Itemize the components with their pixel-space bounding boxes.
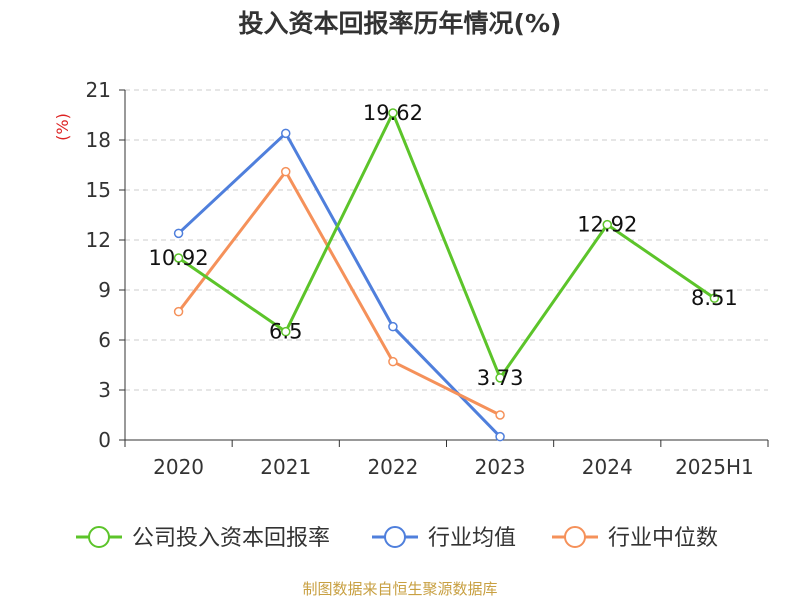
legend-layer: 公司投入资本回报率 行业均值 行业中位数 bbox=[76, 526, 718, 551]
legend-label: 行业中位数 bbox=[608, 526, 718, 551]
x-tick-label: 2021 bbox=[260, 455, 311, 479]
data-label: 8.51 bbox=[691, 286, 738, 310]
legend-item-0[interactable]: 公司投入资本回报率 bbox=[76, 526, 330, 551]
chart-title: 投入资本回报率历年情况(%) bbox=[238, 9, 562, 38]
source-note: 制图数据来自恒生聚源数据库 bbox=[302, 580, 498, 598]
data-point bbox=[709, 293, 720, 303]
legend-label: 公司投入资本回报率 bbox=[132, 526, 330, 551]
x-tick-label: 2022 bbox=[367, 455, 418, 479]
y-tick-label: 12 bbox=[86, 228, 111, 252]
data-label: 3.73 bbox=[477, 366, 524, 390]
series-layer bbox=[173, 108, 720, 442]
data-label: 6.5 bbox=[269, 320, 302, 344]
series-line-1 bbox=[177, 131, 502, 438]
y-tick-label: 9 bbox=[98, 278, 111, 302]
x-tick-label: 2024 bbox=[582, 455, 633, 479]
data-label: 12.92 bbox=[577, 213, 637, 237]
label-layer: 10.92 6.5 19.62 3.73 12.92 8.51 bbox=[149, 101, 738, 390]
data-point bbox=[602, 219, 612, 230]
y-tick-label: 15 bbox=[86, 178, 111, 202]
legend-label: 行业均值 bbox=[428, 526, 516, 551]
legend-swatch-marker bbox=[564, 526, 586, 548]
data-point bbox=[281, 166, 291, 177]
x-tick-label: 2020 bbox=[153, 455, 204, 479]
y-tick-label: 0 bbox=[98, 428, 111, 452]
data-point bbox=[173, 306, 184, 317]
series-line-0 bbox=[177, 111, 716, 380]
x-tick-label: 2023 bbox=[475, 455, 526, 479]
data-point bbox=[495, 373, 505, 383]
y-tick-label: 18 bbox=[86, 128, 111, 152]
data-point bbox=[388, 321, 398, 332]
legend-item-1[interactable]: 行业均值 bbox=[372, 526, 516, 551]
data-point bbox=[495, 431, 505, 442]
y-tick-label: 3 bbox=[98, 378, 111, 402]
grid-layer bbox=[125, 89, 768, 391]
data-label: 19.62 bbox=[363, 101, 423, 125]
data-point bbox=[388, 356, 398, 367]
data-point bbox=[388, 108, 398, 118]
data-point bbox=[281, 128, 291, 139]
series-line-2 bbox=[177, 170, 501, 417]
data-label: 10.92 bbox=[149, 246, 209, 270]
axis-layer: 0 3 6 9 12 15 18 21 (%) 2020 2021 2022 2023 2024 2025H… bbox=[53, 78, 769, 479]
legend-item-2[interactable]: 行业中位数 bbox=[552, 526, 718, 551]
data-point bbox=[281, 326, 291, 337]
data-point bbox=[173, 253, 184, 263]
y-axis-label: (%) bbox=[53, 113, 72, 141]
y-tick-label: 21 bbox=[86, 78, 111, 102]
x-tick-label: 2025H1 bbox=[675, 455, 754, 479]
legend-swatch-marker bbox=[88, 526, 110, 548]
data-point bbox=[173, 228, 184, 239]
legend-swatch-marker bbox=[384, 526, 406, 548]
data-point bbox=[495, 410, 505, 420]
y-tick-label: 6 bbox=[98, 328, 111, 352]
